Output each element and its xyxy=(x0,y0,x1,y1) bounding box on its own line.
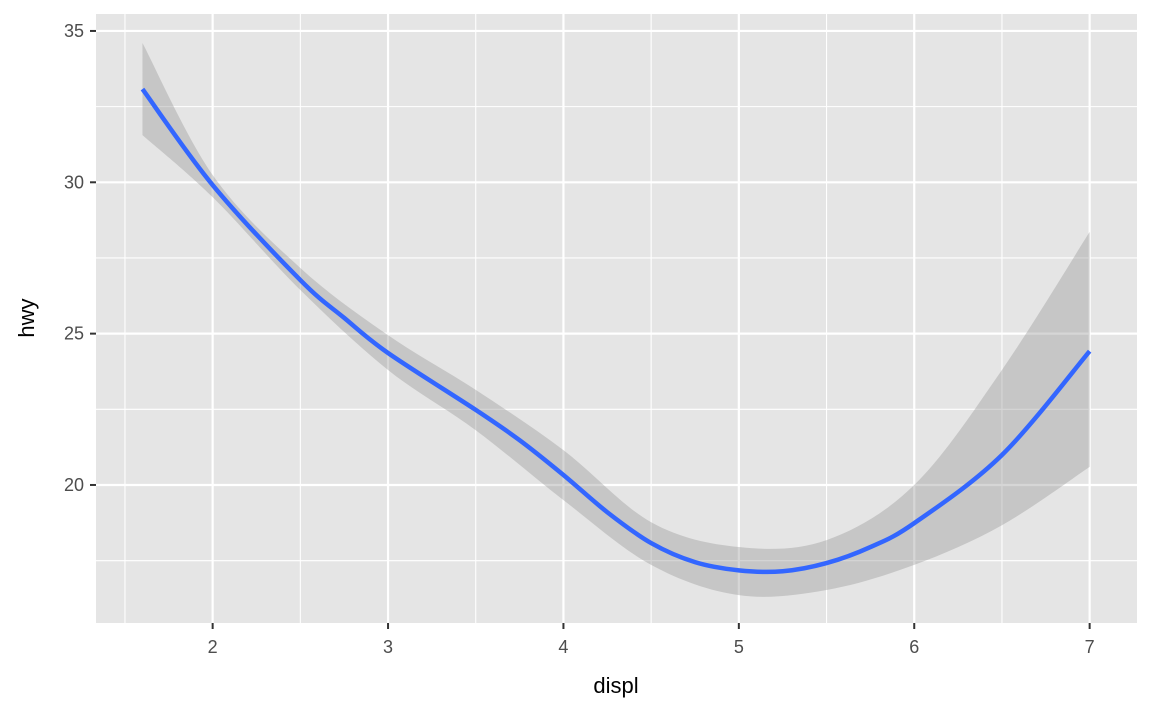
y-tick-label: 20 xyxy=(64,475,84,495)
x-tick-label: 3 xyxy=(383,637,393,657)
y-tick-label: 30 xyxy=(64,172,84,192)
smooth-line xyxy=(140,87,1092,575)
y-tick-label: 35 xyxy=(64,21,84,41)
x-tick-label: 2 xyxy=(208,637,218,657)
x-tick-label: 4 xyxy=(558,637,568,657)
y-axis-label: hwy xyxy=(14,298,39,337)
x-axis-label: displ xyxy=(593,673,638,698)
x-tick-label: 6 xyxy=(909,637,919,657)
x-tick-label: 5 xyxy=(734,637,744,657)
x-tick-label: 7 xyxy=(1085,637,1095,657)
y-tick-label: 25 xyxy=(64,324,84,344)
confidence-ribbon xyxy=(142,43,1090,597)
